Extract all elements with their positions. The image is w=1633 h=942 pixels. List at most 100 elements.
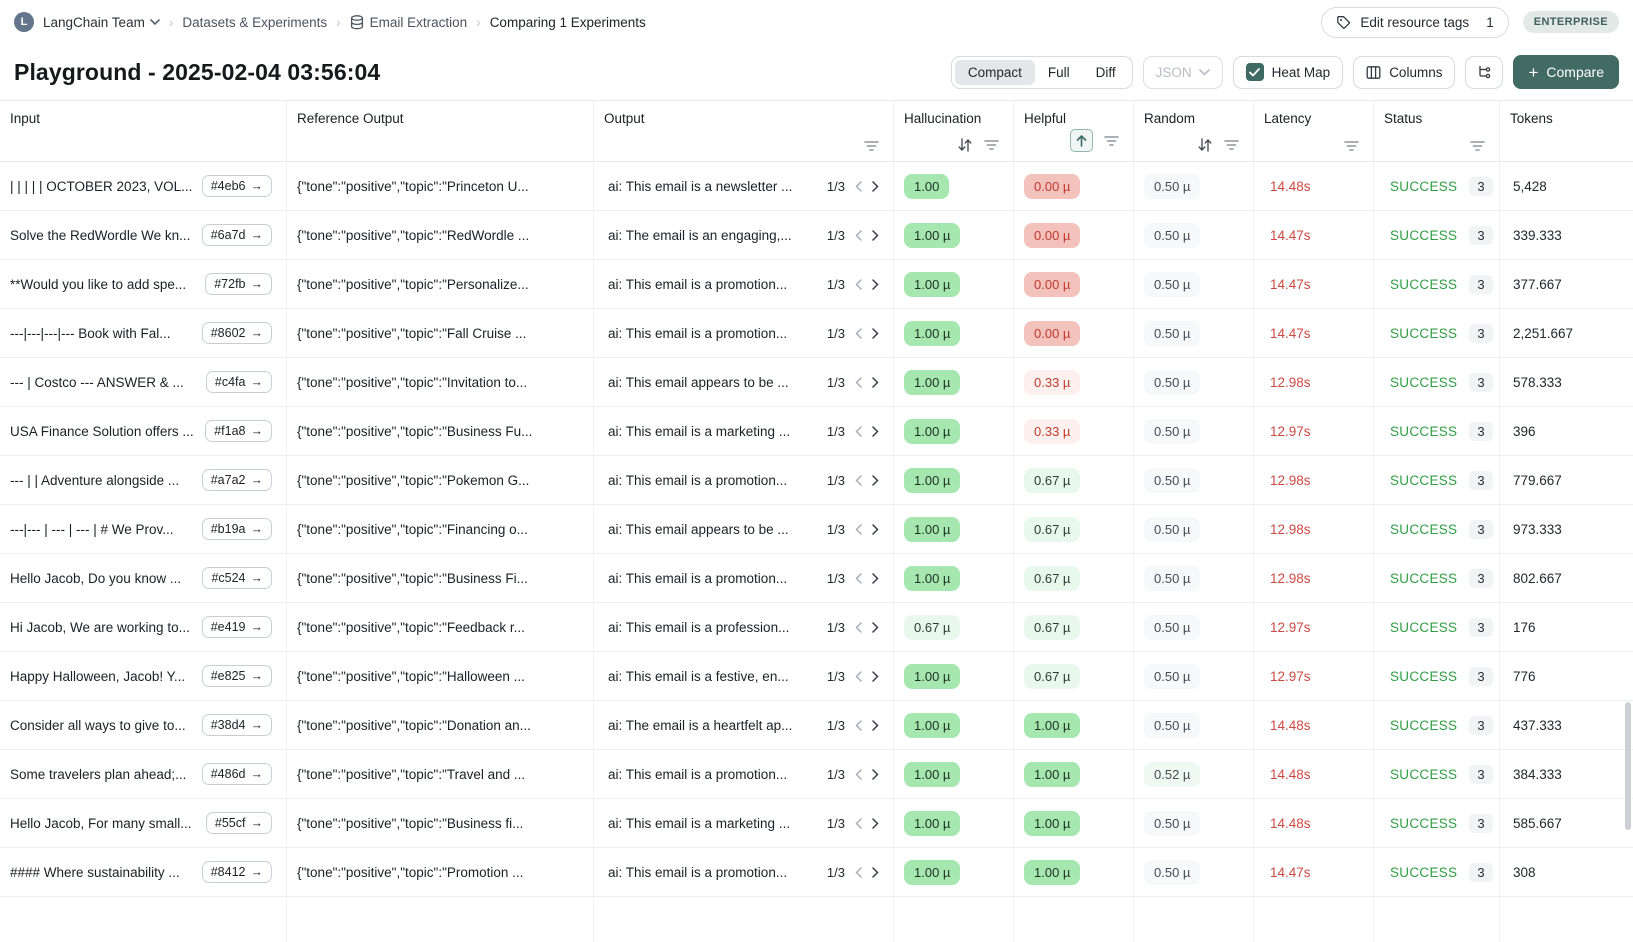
pager-next-button[interactable] (872, 229, 879, 241)
json-dropdown[interactable]: JSON (1142, 55, 1223, 89)
output-cell[interactable]: ai: This email is a promotion... 1/3 (594, 848, 894, 896)
hallucination-cell[interactable]: 1.00 µ (894, 358, 1014, 406)
sort-asc-active-icon[interactable] (1070, 129, 1093, 152)
helpful-cell[interactable]: 0.67 µ (1014, 554, 1134, 602)
random-cell[interactable]: 0.50 µ (1134, 260, 1254, 308)
reference-output-cell[interactable]: {"tone":"positive","topic":"RedWordle ..… (287, 211, 594, 259)
input-cell[interactable]: Hi Jacob, We are working to... #e419 → (0, 603, 287, 651)
reference-output-cell[interactable]: {"tone":"positive","topic":"Halloween ..… (287, 652, 594, 700)
helpful-cell[interactable]: 0.00 µ (1014, 309, 1134, 357)
example-link-button[interactable]: #72fb → (205, 273, 272, 295)
pager-prev-button[interactable] (855, 474, 862, 486)
run-tree-button[interactable] (1465, 55, 1504, 89)
random-cell[interactable]: 0.50 µ (1134, 554, 1254, 602)
helpful-cell[interactable]: 0.67 µ (1014, 652, 1134, 700)
input-cell[interactable]: ---|---|---|--- Book with Fal... #8602 → (0, 309, 287, 357)
example-link-button[interactable]: #8602 → (201, 322, 272, 344)
breadcrumb-team[interactable]: LangChain Team (43, 15, 160, 30)
pager-prev-button[interactable] (855, 670, 862, 682)
random-cell[interactable]: 0.50 µ (1134, 456, 1254, 504)
filter-icon[interactable] (1104, 135, 1119, 147)
helpful-cell[interactable]: 1.00 µ (1014, 848, 1134, 896)
sort-icon[interactable] (1197, 138, 1213, 152)
random-cell[interactable]: 0.50 µ (1134, 701, 1254, 749)
example-link-button[interactable]: #38d4 → (201, 714, 272, 736)
filter-icon[interactable] (1344, 140, 1359, 152)
pager-next-button[interactable] (872, 523, 879, 535)
compare-button[interactable]: + Compare (1513, 55, 1619, 89)
input-cell[interactable]: Solve the RedWordle We kn... #6a7d → (0, 211, 287, 259)
random-cell[interactable]: 0.50 µ (1134, 358, 1254, 406)
example-link-button[interactable]: #b19a → (201, 518, 272, 540)
helpful-cell[interactable]: 0.00 µ (1014, 162, 1134, 210)
hallucination-cell[interactable]: 1.00 µ (894, 848, 1014, 896)
reference-output-cell[interactable]: {"tone":"positive","topic":"Donation an.… (287, 701, 594, 749)
hallucination-cell[interactable]: 1.00 µ (894, 456, 1014, 504)
view-mode-full[interactable]: Full (1047, 64, 1070, 80)
input-cell[interactable]: --- | Costco --- ANSWER & ... #c4fa → (0, 358, 287, 406)
reference-output-cell[interactable]: {"tone":"positive","topic":"Financing o.… (287, 505, 594, 553)
input-cell[interactable]: USA Finance Solution offers ... #f1a8 → (0, 407, 287, 455)
helpful-cell[interactable]: 1.00 µ (1014, 799, 1134, 847)
reference-output-cell[interactable]: {"tone":"positive","topic":"Business Fu.… (287, 407, 594, 455)
output-cell[interactable]: ai: This email is a festive, en... 1/3 (594, 652, 894, 700)
random-cell[interactable]: 0.50 µ (1134, 309, 1254, 357)
breadcrumb-dataset[interactable]: Email Extraction (350, 15, 467, 30)
hallucination-cell[interactable]: 1.00 µ (894, 799, 1014, 847)
random-cell[interactable]: 0.50 µ (1134, 603, 1254, 651)
helpful-cell[interactable]: 0.67 µ (1014, 456, 1134, 504)
breadcrumb-datasets[interactable]: Datasets & Experiments (182, 14, 328, 30)
example-link-button[interactable]: #f1a8 → (205, 420, 272, 442)
example-link-button[interactable]: #e419 → (201, 616, 272, 638)
output-cell[interactable]: ai: This email is a promotion... 1/3 (594, 750, 894, 798)
hallucination-cell[interactable]: 1.00 µ (894, 407, 1014, 455)
pager-next-button[interactable] (872, 670, 879, 682)
pager-next-button[interactable] (872, 376, 879, 388)
helpful-cell[interactable]: 1.00 µ (1014, 750, 1134, 798)
pager-prev-button[interactable] (855, 621, 862, 633)
hallucination-cell[interactable]: 1.00 µ (894, 750, 1014, 798)
output-cell[interactable]: ai: This email appears to be ... 1/3 (594, 505, 894, 553)
filter-icon[interactable] (1224, 139, 1239, 151)
hallucination-cell[interactable]: 1.00 µ (894, 652, 1014, 700)
pager-prev-button[interactable] (855, 278, 862, 290)
output-cell[interactable]: ai: The email is a heartfelt ap... 1/3 (594, 701, 894, 749)
pager-prev-button[interactable] (855, 523, 862, 535)
random-cell[interactable]: 0.50 µ (1134, 162, 1254, 210)
random-cell[interactable]: 0.52 µ (1134, 750, 1254, 798)
helpful-cell[interactable]: 0.67 µ (1014, 603, 1134, 651)
pager-next-button[interactable] (872, 719, 879, 731)
hallucination-cell[interactable]: 1.00 (894, 162, 1014, 210)
reference-output-cell[interactable]: {"tone":"positive","topic":"Promotion ..… (287, 848, 594, 896)
pager-next-button[interactable] (872, 327, 879, 339)
pager-prev-button[interactable] (855, 376, 862, 388)
hallucination-cell[interactable]: 0.67 µ (894, 603, 1014, 651)
pager-next-button[interactable] (872, 866, 879, 878)
helpful-cell[interactable]: 0.33 µ (1014, 407, 1134, 455)
output-cell[interactable]: ai: This email is a promotion... 1/3 (594, 456, 894, 504)
input-cell[interactable]: Hello Jacob, For many small... #55cf → (0, 799, 287, 847)
pager-prev-button[interactable] (855, 866, 862, 878)
column-header-random[interactable]: Random (1134, 101, 1254, 161)
pager-next-button[interactable] (872, 817, 879, 829)
random-cell[interactable]: 0.50 µ (1134, 407, 1254, 455)
random-cell[interactable]: 0.50 µ (1134, 652, 1254, 700)
output-cell[interactable]: ai: The email is an engaging,... 1/3 (594, 211, 894, 259)
helpful-cell[interactable]: 0.67 µ (1014, 505, 1134, 553)
random-cell[interactable]: 0.50 µ (1134, 848, 1254, 896)
pager-next-button[interactable] (872, 474, 879, 486)
reference-output-cell[interactable]: {"tone":"positive","topic":"Feedback r..… (287, 603, 594, 651)
input-cell[interactable]: --- | | Adventure alongside ... #a7a2 → (0, 456, 287, 504)
pager-prev-button[interactable] (855, 327, 862, 339)
output-cell[interactable]: ai: This email is a promotion... 1/3 (594, 260, 894, 308)
view-mode-compact[interactable]: Compact (954, 59, 1035, 85)
helpful-cell[interactable]: 0.33 µ (1014, 358, 1134, 406)
helpful-cell[interactable]: 0.00 µ (1014, 211, 1134, 259)
example-link-button[interactable]: #e825 → (201, 665, 272, 687)
example-link-button[interactable]: #6a7d → (201, 224, 272, 246)
pager-prev-button[interactable] (855, 719, 862, 731)
helpful-cell[interactable]: 0.00 µ (1014, 260, 1134, 308)
column-header-hallucination[interactable]: Hallucination (894, 101, 1014, 161)
input-cell[interactable]: Some travelers plan ahead;... #486d → (0, 750, 287, 798)
example-link-button[interactable]: #486d → (201, 763, 272, 785)
